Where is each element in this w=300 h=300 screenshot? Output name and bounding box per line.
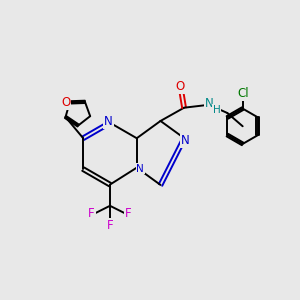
Text: N: N [182,134,190,147]
Text: O: O [175,80,184,93]
Text: F: F [107,219,113,232]
Text: N: N [205,98,214,110]
Text: H: H [213,105,220,115]
Text: Cl: Cl [237,87,249,100]
Text: F: F [125,207,132,220]
Text: N: N [104,115,113,128]
Text: O: O [61,96,70,109]
Text: F: F [88,207,95,220]
Text: N: N [136,164,144,173]
